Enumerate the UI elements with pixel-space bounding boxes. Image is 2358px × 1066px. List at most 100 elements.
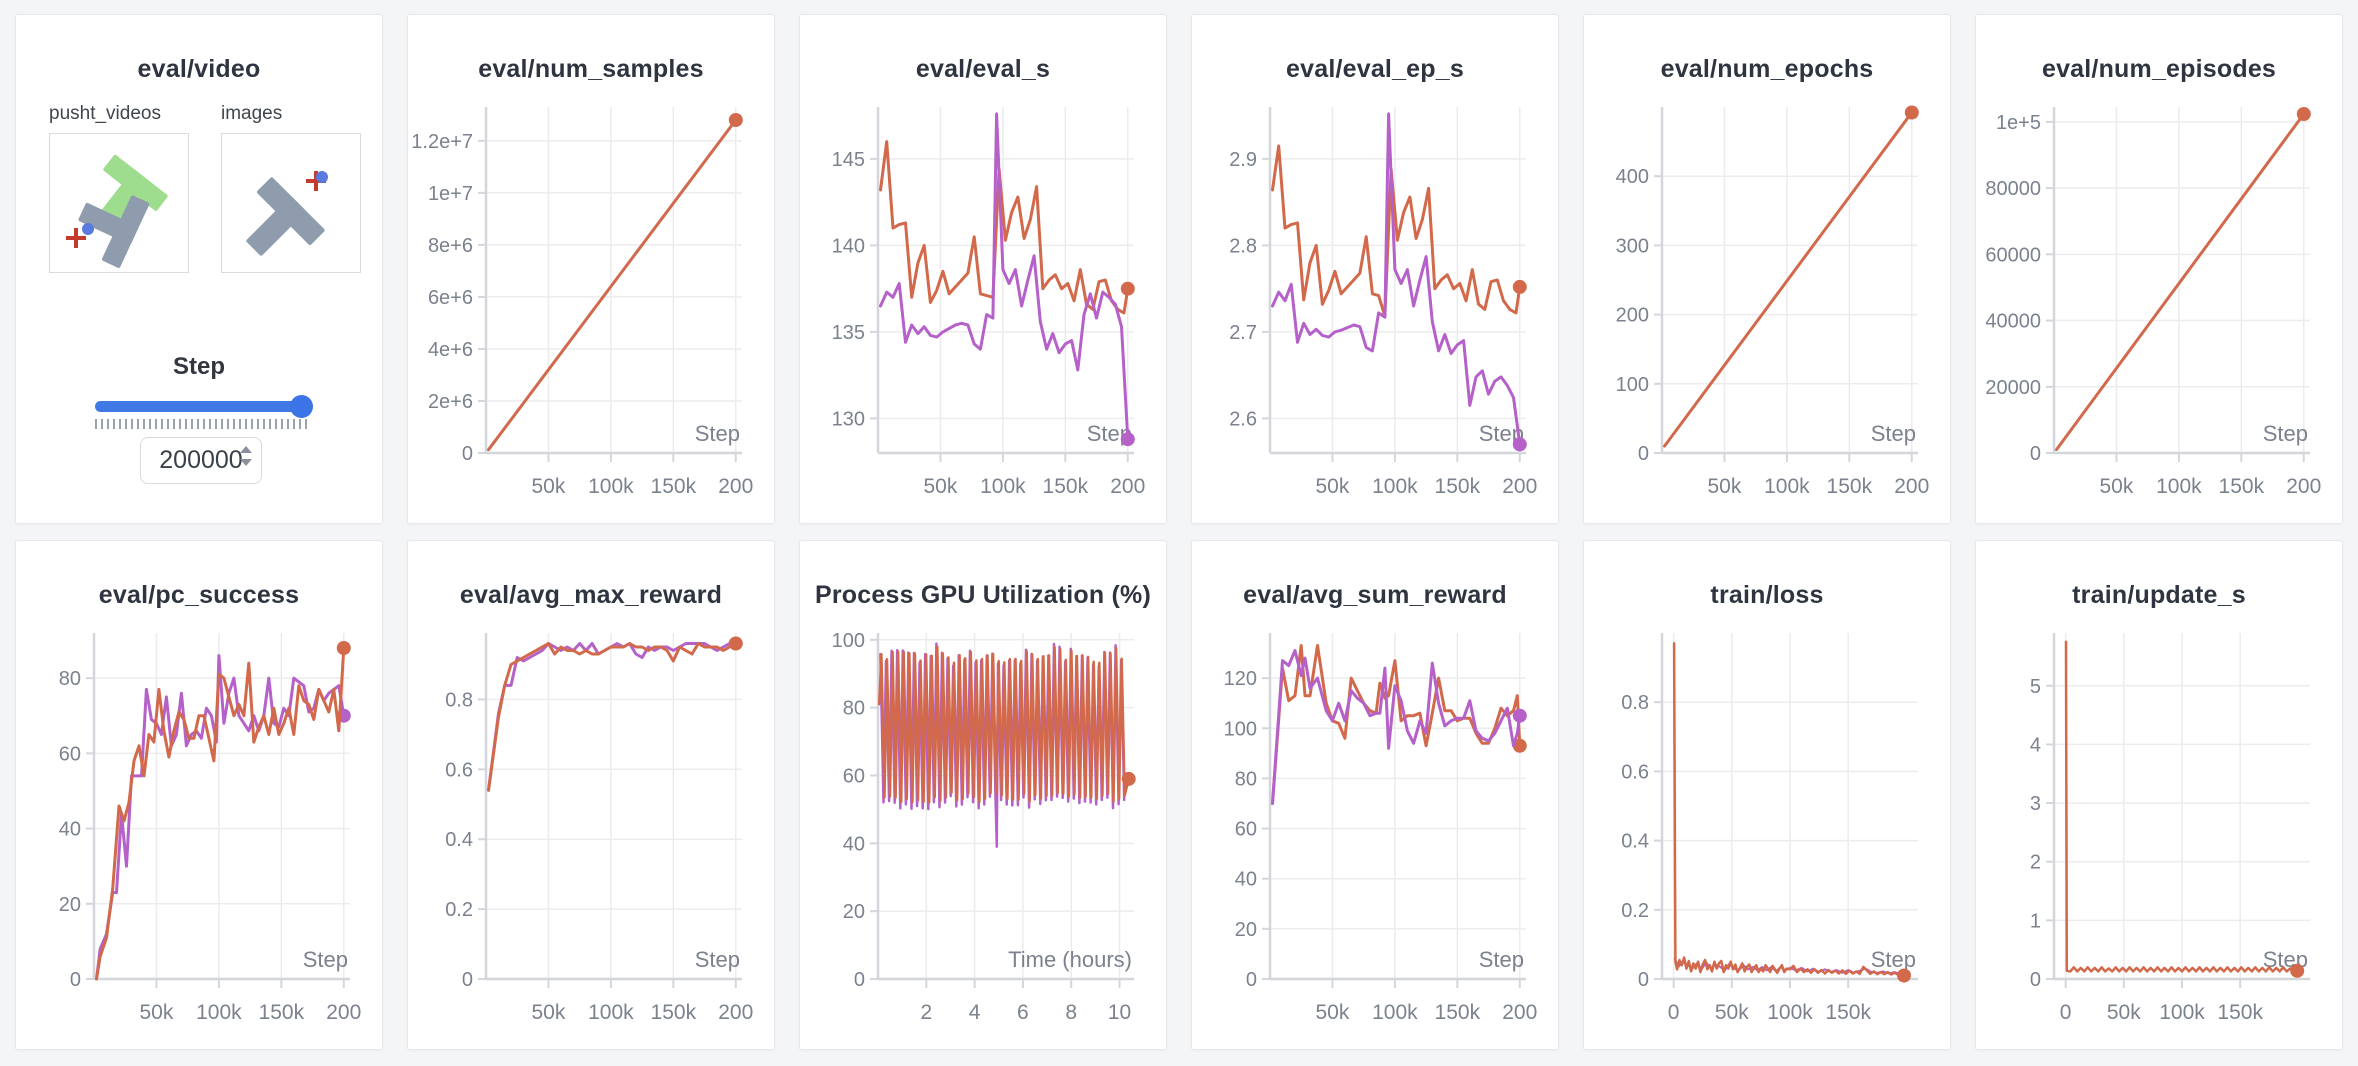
svg-text:100k: 100k — [980, 475, 1026, 498]
chart-panel-eval-eval-s[interactable]: eval/eval_s 50k 100k 150k 200 130 135 140 145 St… — [799, 14, 1167, 524]
media-pusht-videos[interactable]: pusht_videos — [49, 103, 191, 273]
svg-text:60: 60 — [59, 743, 81, 765]
svg-text:20: 20 — [1235, 919, 1257, 941]
svg-text:200: 200 — [718, 1001, 753, 1024]
svg-text:2.6: 2.6 — [1229, 408, 1257, 430]
svg-text:Step: Step — [1871, 421, 1916, 446]
svg-text:150k: 150k — [651, 475, 697, 498]
svg-text:3: 3 — [2030, 793, 2041, 815]
svg-text:Step: Step — [1479, 947, 1524, 972]
step-slider-handle[interactable] — [290, 395, 313, 418]
chart-panel-eval-num-episodes[interactable]: eval/num_episodes 50k 100k 150k 200 0 20000 40… — [1975, 14, 2343, 524]
svg-text:50k: 50k — [924, 475, 958, 498]
svg-text:60: 60 — [843, 765, 865, 787]
svg-text:20: 20 — [843, 901, 865, 923]
svg-text:0: 0 — [1668, 1001, 1680, 1024]
svg-text:135: 135 — [832, 322, 865, 344]
step-input[interactable]: 200000 — [140, 437, 262, 484]
svg-text:300: 300 — [1616, 235, 1649, 257]
svg-text:Step: Step — [303, 947, 348, 972]
chart-panel-train-update-s[interactable]: train/update_s 0 50k 100k 150k 0 1 2 3 4 5 Step — [1975, 540, 2343, 1050]
svg-text:2: 2 — [2030, 852, 2041, 874]
step-input-value[interactable]: 200000 — [159, 446, 243, 474]
chart-canvas[interactable]: 50k 100k 150k 200 0 0.2 0.4 0.6 0.8 Step — [408, 603, 776, 1051]
chart-panel-train-loss[interactable]: train/loss 0 50k 100k 150k 0 0.2 0.4 0.6 0.8 Step — [1583, 540, 1951, 1050]
chart-title: eval/num_episodes — [2041, 55, 2277, 83]
svg-text:0.4: 0.4 — [1621, 831, 1649, 853]
chart-panel-eval-num-samples[interactable]: eval/num_samples 50k 100k 150k 200 0 2e+6 4e+6… — [407, 14, 775, 524]
svg-text:200: 200 — [1502, 475, 1537, 498]
svg-text:0: 0 — [1638, 969, 1649, 991]
svg-text:100k: 100k — [2156, 475, 2202, 498]
chart-panel-eval-avg-sum-reward[interactable]: eval/avg_sum_reward 50k 100k 150k 200 0 20 40 6… — [1191, 540, 1559, 1050]
chart-title: Process GPU Utilization (%) — [814, 581, 1151, 609]
svg-text:200: 200 — [1502, 1001, 1537, 1024]
svg-text:100k: 100k — [1767, 1001, 1813, 1024]
svg-text:100k: 100k — [588, 1001, 634, 1024]
chart-canvas[interactable]: 50k 100k 150k 200 0 20 40 60 80 100 120 Step — [1192, 603, 1560, 1051]
svg-text:0.2: 0.2 — [1621, 900, 1649, 922]
images-thumbnail[interactable] — [221, 133, 361, 273]
svg-text:0.8: 0.8 — [445, 689, 473, 711]
svg-text:200: 200 — [1894, 475, 1929, 498]
svg-text:150k: 150k — [2219, 475, 2265, 498]
svg-text:1e+7: 1e+7 — [428, 183, 473, 205]
svg-text:200: 200 — [1110, 475, 1145, 498]
media-label: images — [221, 103, 283, 124]
svg-text:Step: Step — [1871, 947, 1916, 972]
svg-text:150k: 150k — [1043, 475, 1089, 498]
svg-text:50k: 50k — [2100, 475, 2134, 498]
svg-text:2: 2 — [920, 1001, 932, 1024]
chart-panel-eval-eval-ep-s[interactable]: eval/eval_ep_s 50k 100k 150k 200 2.6 2.7 2.8 2.… — [1191, 14, 1559, 524]
svg-text:150k: 150k — [1435, 475, 1481, 498]
step-increment-button[interactable] — [240, 446, 252, 453]
svg-text:150k: 150k — [259, 1001, 305, 1024]
pusht-video-thumbnail[interactable] — [49, 133, 189, 273]
chart-canvas[interactable]: 50k 100k 150k 200 0 100 200 300 400 Step — [1584, 77, 1952, 525]
svg-text:100k: 100k — [196, 1001, 242, 1024]
chart-panel-eval-pc-success[interactable]: eval/pc_success 50k 100k 150k 200 0 20 40 60 80 S… — [15, 540, 383, 1050]
svg-text:40000: 40000 — [1985, 311, 2041, 333]
chart-panel-eval-num-epochs[interactable]: eval/num_epochs 50k 100k 150k 200 0 100 200 300… — [1583, 14, 1951, 524]
chart-canvas[interactable]: 50k 100k 150k 200 0 20000 40000 60000 80000 1e+5 S… — [1976, 77, 2344, 525]
svg-text:1.2e+7: 1.2e+7 — [411, 131, 473, 153]
svg-text:4: 4 — [2030, 734, 2041, 756]
svg-text:10: 10 — [1108, 1001, 1131, 1024]
chart-canvas[interactable]: 50k 100k 150k 200 0 2e+6 4e+6 6e+6 8e+6 1e+7 1.2e+… — [408, 77, 776, 525]
chart-canvas[interactable]: 0 50k 100k 150k 0 0.2 0.4 0.6 0.8 Step — [1584, 603, 1952, 1051]
svg-text:0: 0 — [1638, 443, 1649, 465]
panel-eval-video[interactable]: eval/video pusht_videos — [15, 14, 383, 524]
svg-text:50k: 50k — [1708, 475, 1742, 498]
svg-text:2e+6: 2e+6 — [428, 391, 473, 413]
svg-text:400: 400 — [1616, 166, 1649, 188]
step-decrement-button[interactable] — [240, 459, 252, 466]
svg-text:4: 4 — [969, 1001, 981, 1024]
chart-title: eval/num_epochs — [1660, 55, 1874, 83]
svg-text:80: 80 — [59, 668, 81, 690]
chart-panel-eval-avg-max-reward[interactable]: eval/avg_max_reward 50k 100k 150k 200 0 0.2 0.… — [407, 540, 775, 1050]
step-slider[interactable] — [95, 395, 313, 418]
svg-text:140: 140 — [832, 235, 865, 257]
chart-panel-process-gpu-utilization[interactable]: Process GPU Utilization (%) 2 4 6 8 10 0 20 40 6… — [799, 540, 1167, 1050]
step-slider-label: Step — [172, 353, 225, 380]
svg-text:0: 0 — [462, 969, 473, 991]
svg-text:6: 6 — [1017, 1001, 1029, 1024]
chart-canvas[interactable]: 50k 100k 150k 200 0 20 40 60 80 Step — [16, 603, 384, 1051]
video-panel-title: eval/video — [137, 55, 261, 83]
svg-text:0.6: 0.6 — [445, 759, 473, 781]
svg-text:60: 60 — [1235, 819, 1257, 841]
step-slider-ticks — [95, 419, 311, 429]
svg-text:100: 100 — [1224, 718, 1257, 740]
pusht-scene-image — [66, 154, 168, 268]
svg-text:50k: 50k — [532, 475, 566, 498]
svg-text:200: 200 — [718, 475, 753, 498]
svg-text:100: 100 — [1616, 374, 1649, 396]
media-images[interactable]: images — [221, 103, 363, 273]
svg-text:150k: 150k — [651, 1001, 697, 1024]
svg-text:20000: 20000 — [1985, 377, 2041, 399]
svg-text:50k: 50k — [2107, 1001, 2141, 1024]
